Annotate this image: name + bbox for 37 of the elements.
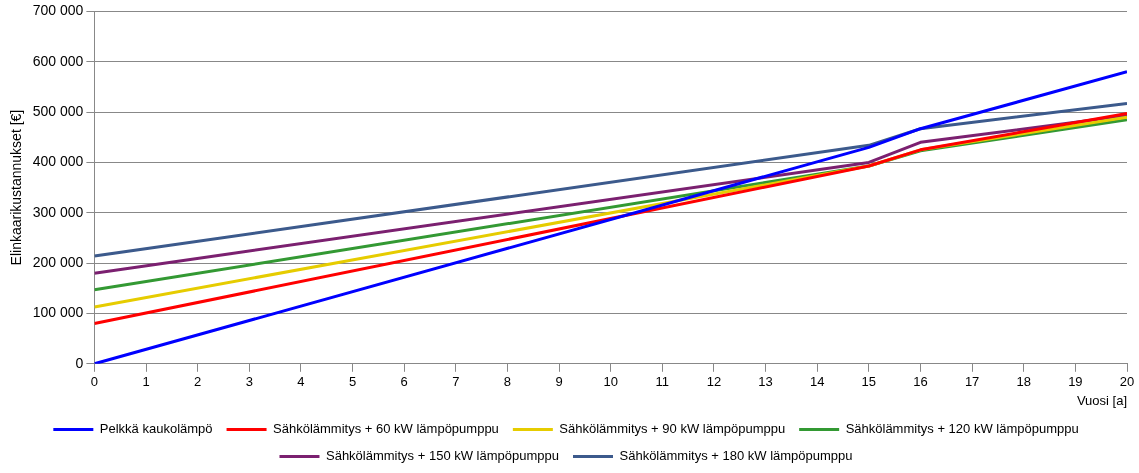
x-tick-label: 16 — [913, 374, 928, 390]
x-tick-label: 5 — [348, 374, 357, 390]
y-tick-label: 300 000 — [32, 203, 84, 220]
y-tick-label: 700 000 — [32, 2, 84, 19]
y-tick-label: 200 000 — [32, 253, 84, 270]
y-tick-label: 100 000 — [32, 304, 84, 321]
x-tick-label: 0 — [90, 374, 99, 390]
x-tick-label: 6 — [400, 374, 408, 390]
x-tick-label: 9 — [555, 374, 563, 390]
y-tick-label: 600 000 — [32, 52, 84, 69]
x-tick-label: 13 — [758, 374, 773, 390]
legend-label: Sähkölämmitys + 90 kW lämpöpumppu — [559, 421, 786, 437]
x-tick-label: 19 — [1068, 374, 1083, 390]
x-axis-title: Vuosi [a] — [1076, 392, 1127, 408]
legend-label: Sähkölämmitys + 150 kW lämpöpumppu — [325, 448, 560, 464]
legend-label: Sähkölämmitys + 180 kW lämpöpumppu — [619, 448, 853, 464]
legend-label: Sähkölämmitys + 60 kW lämpöpumppu — [273, 421, 499, 437]
x-tick-label: 8 — [503, 374, 512, 390]
x-tick-label: 4 — [297, 374, 305, 390]
x-tick-label: 11 — [655, 374, 670, 390]
y-axis-title: Elinkaarikustannukset [€] — [8, 109, 25, 266]
x-tick-label: 20 — [1119, 374, 1135, 390]
x-tick-label: 12 — [706, 374, 722, 390]
x-tick-label: 2 — [194, 374, 202, 390]
x-tick-label: 15 — [861, 374, 877, 390]
x-tick-label: 7 — [452, 374, 460, 390]
x-tick-label: 1 — [142, 374, 150, 390]
y-tick-label: 0 — [75, 354, 84, 371]
x-tick-label: 17 — [964, 374, 980, 390]
legend-label: Pelkkä kaukolämpö — [99, 421, 213, 437]
x-tick-label: 10 — [603, 374, 618, 390]
y-tick-label: 400 000 — [32, 153, 84, 170]
x-tick-label: 14 — [809, 374, 825, 390]
y-tick-label: 500 000 — [32, 102, 84, 119]
x-tick-label: 18 — [1016, 374, 1031, 390]
x-tick-label: 3 — [245, 374, 253, 390]
legend-label: Sähkölämmitys + 120 kW lämpöpumppu — [845, 421, 1079, 437]
